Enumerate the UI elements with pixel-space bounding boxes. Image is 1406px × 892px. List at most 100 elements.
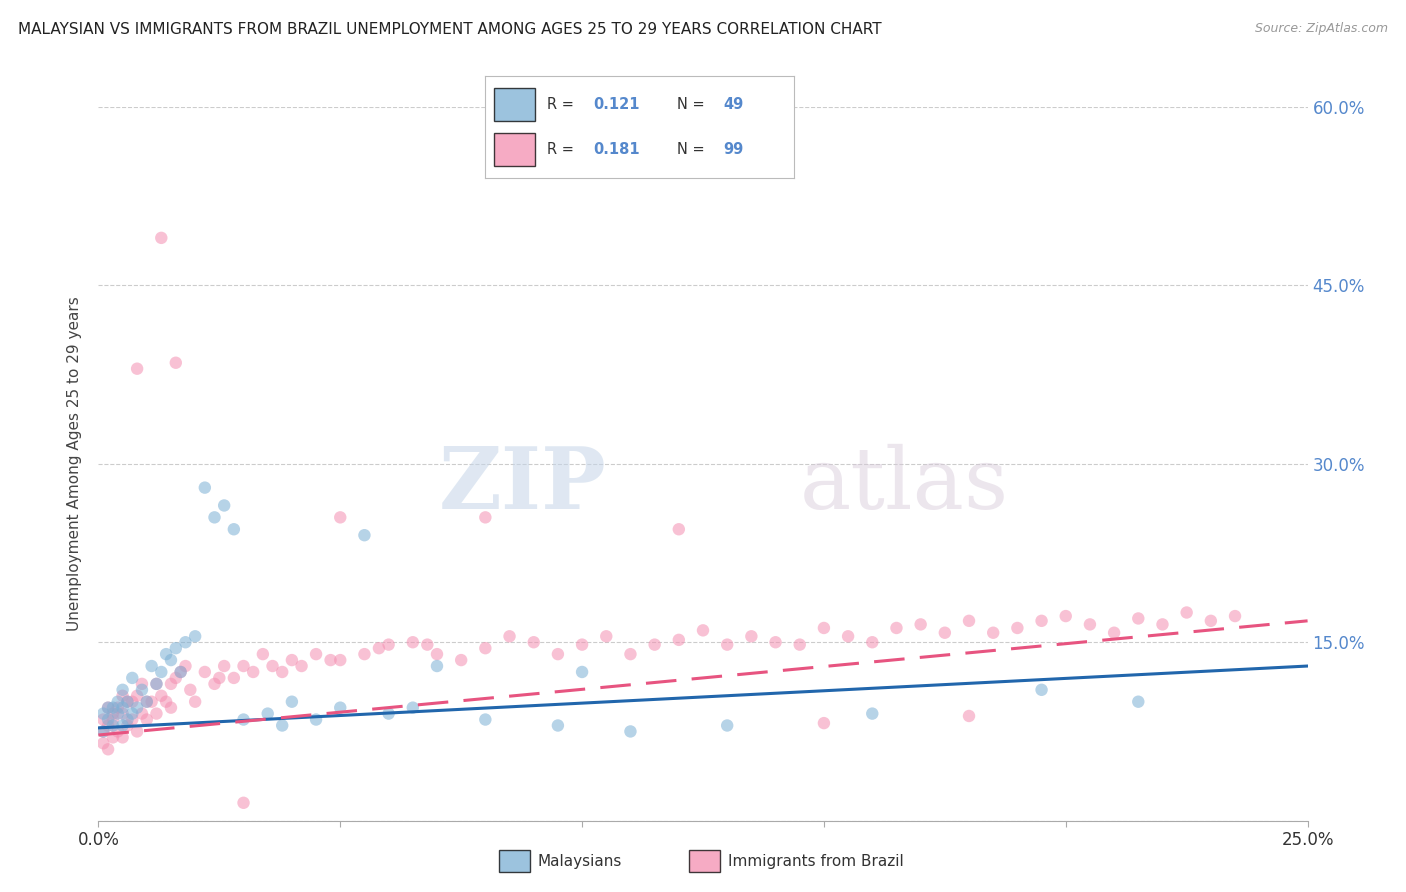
Point <box>281 695 304 709</box>
Point <box>127 361 149 376</box>
Point <box>204 510 226 524</box>
Point <box>377 638 399 652</box>
Point <box>107 700 129 714</box>
Point <box>1031 614 1053 628</box>
Point <box>121 695 143 709</box>
Point <box>1054 609 1077 624</box>
Point <box>97 700 120 714</box>
Point <box>174 635 197 649</box>
Point <box>668 522 690 536</box>
Point <box>121 671 143 685</box>
Point <box>97 718 120 732</box>
Point <box>155 647 177 661</box>
Point <box>97 713 120 727</box>
Point <box>101 706 124 721</box>
Point <box>232 796 254 810</box>
Point <box>222 671 245 685</box>
Point <box>141 659 163 673</box>
Point <box>1199 614 1222 628</box>
Point <box>450 653 472 667</box>
Point <box>160 653 183 667</box>
Point <box>91 724 114 739</box>
Point <box>716 638 738 652</box>
Point <box>765 635 787 649</box>
Point <box>329 510 352 524</box>
Point <box>194 481 217 495</box>
Point <box>290 659 312 673</box>
Point <box>789 638 811 652</box>
Point <box>117 695 139 709</box>
Point <box>1007 621 1029 635</box>
Text: MALAYSIAN VS IMMIGRANTS FROM BRAZIL UNEMPLOYMENT AMONG AGES 25 TO 29 YEARS CORRE: MALAYSIAN VS IMMIGRANTS FROM BRAZIL UNEM… <box>18 22 882 37</box>
Point <box>111 731 134 745</box>
Point <box>194 665 217 679</box>
Point <box>127 724 149 739</box>
Point <box>1102 625 1125 640</box>
Point <box>91 706 114 721</box>
Point <box>353 647 375 661</box>
Text: 0.181: 0.181 <box>593 142 640 157</box>
Point <box>1031 682 1053 697</box>
Point <box>416 638 439 652</box>
Point <box>150 665 173 679</box>
Point <box>121 706 143 721</box>
Point <box>131 682 153 697</box>
Point <box>169 665 191 679</box>
Point <box>716 718 738 732</box>
Point <box>135 713 157 727</box>
Point <box>474 713 496 727</box>
Point <box>107 724 129 739</box>
Point <box>813 621 835 635</box>
Point <box>91 713 114 727</box>
Point <box>1223 609 1246 624</box>
Point <box>184 629 207 643</box>
Point <box>179 682 201 697</box>
Point <box>145 706 167 721</box>
Point <box>91 724 114 739</box>
Point <box>165 641 187 656</box>
Text: Source: ZipAtlas.com: Source: ZipAtlas.com <box>1254 22 1388 36</box>
Point <box>368 641 391 656</box>
Point <box>107 695 129 709</box>
Point <box>571 638 593 652</box>
Text: 49: 49 <box>723 97 744 112</box>
Point <box>271 665 294 679</box>
Point <box>619 647 641 661</box>
Text: 99: 99 <box>723 142 744 157</box>
Point <box>595 629 617 643</box>
FancyBboxPatch shape <box>495 133 534 166</box>
Point <box>111 700 134 714</box>
Point <box>981 625 1004 640</box>
Point <box>644 638 666 652</box>
Point <box>319 653 342 667</box>
Text: N =: N = <box>676 97 709 112</box>
Point <box>426 659 449 673</box>
Point <box>131 706 153 721</box>
Point <box>121 713 143 727</box>
Point <box>208 671 231 685</box>
Point <box>150 231 173 245</box>
Point <box>135 695 157 709</box>
Point <box>222 522 245 536</box>
Point <box>498 629 520 643</box>
Text: 0.121: 0.121 <box>593 97 640 112</box>
Point <box>165 671 187 685</box>
Point <box>402 700 425 714</box>
Point <box>619 724 641 739</box>
Point <box>127 689 149 703</box>
Point <box>111 718 134 732</box>
Point <box>97 742 120 756</box>
Point <box>910 617 932 632</box>
Point <box>547 647 569 661</box>
Point <box>131 677 153 691</box>
Point <box>262 659 284 673</box>
Point <box>252 647 274 661</box>
Point <box>101 731 124 745</box>
Point <box>547 718 569 732</box>
Point <box>329 700 352 714</box>
Point <box>256 706 278 721</box>
Point <box>668 632 690 647</box>
Point <box>155 695 177 709</box>
Point <box>1128 695 1150 709</box>
Point <box>141 695 163 709</box>
